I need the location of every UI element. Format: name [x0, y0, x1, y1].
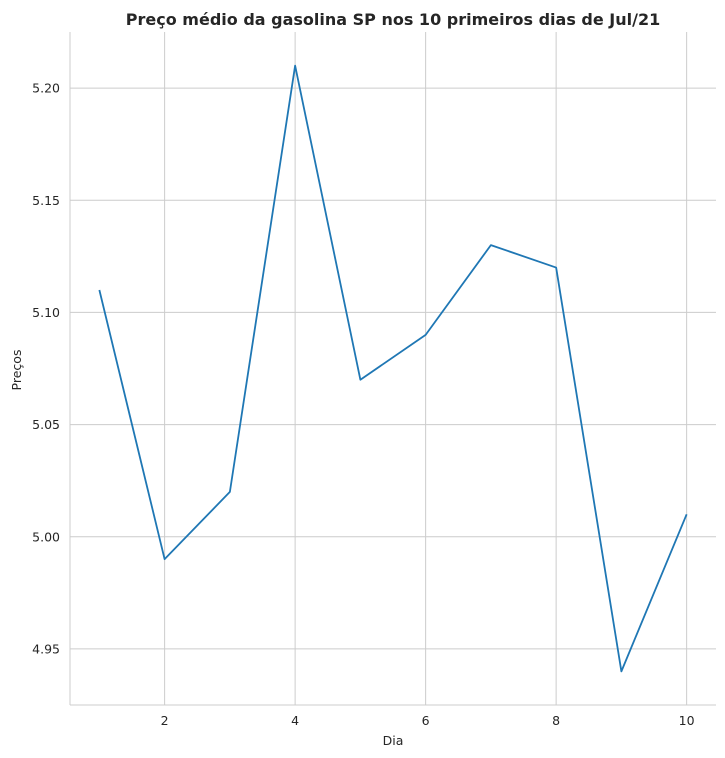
- grid-layer: [70, 32, 716, 705]
- x-tick-label: 8: [552, 713, 560, 728]
- chart-title: Preço médio da gasolina SP nos 10 primei…: [126, 10, 660, 29]
- y-tick-label: 5.20: [32, 81, 60, 96]
- y-tick-label: 4.95: [32, 641, 60, 656]
- y-tick-label: 5.05: [32, 417, 60, 432]
- x-tick-label: 2: [161, 713, 169, 728]
- x-axis-label: Dia: [383, 733, 404, 748]
- y-tick-label: 5.00: [32, 529, 60, 544]
- x-tick-label: 6: [422, 713, 430, 728]
- x-tick-label: 4: [291, 713, 299, 728]
- y-axis-label: Preços: [9, 350, 24, 391]
- series-line: [98, 64, 688, 673]
- tick-label-layer: 2 4 6 8 10 4.95 5.00 5.05 5.10 5.15 5.20: [32, 81, 694, 728]
- y-tick-label: 5.10: [32, 305, 60, 320]
- series-layer: [98, 64, 688, 673]
- x-tick-label: 10: [679, 713, 695, 728]
- y-tick-label: 5.15: [32, 193, 60, 208]
